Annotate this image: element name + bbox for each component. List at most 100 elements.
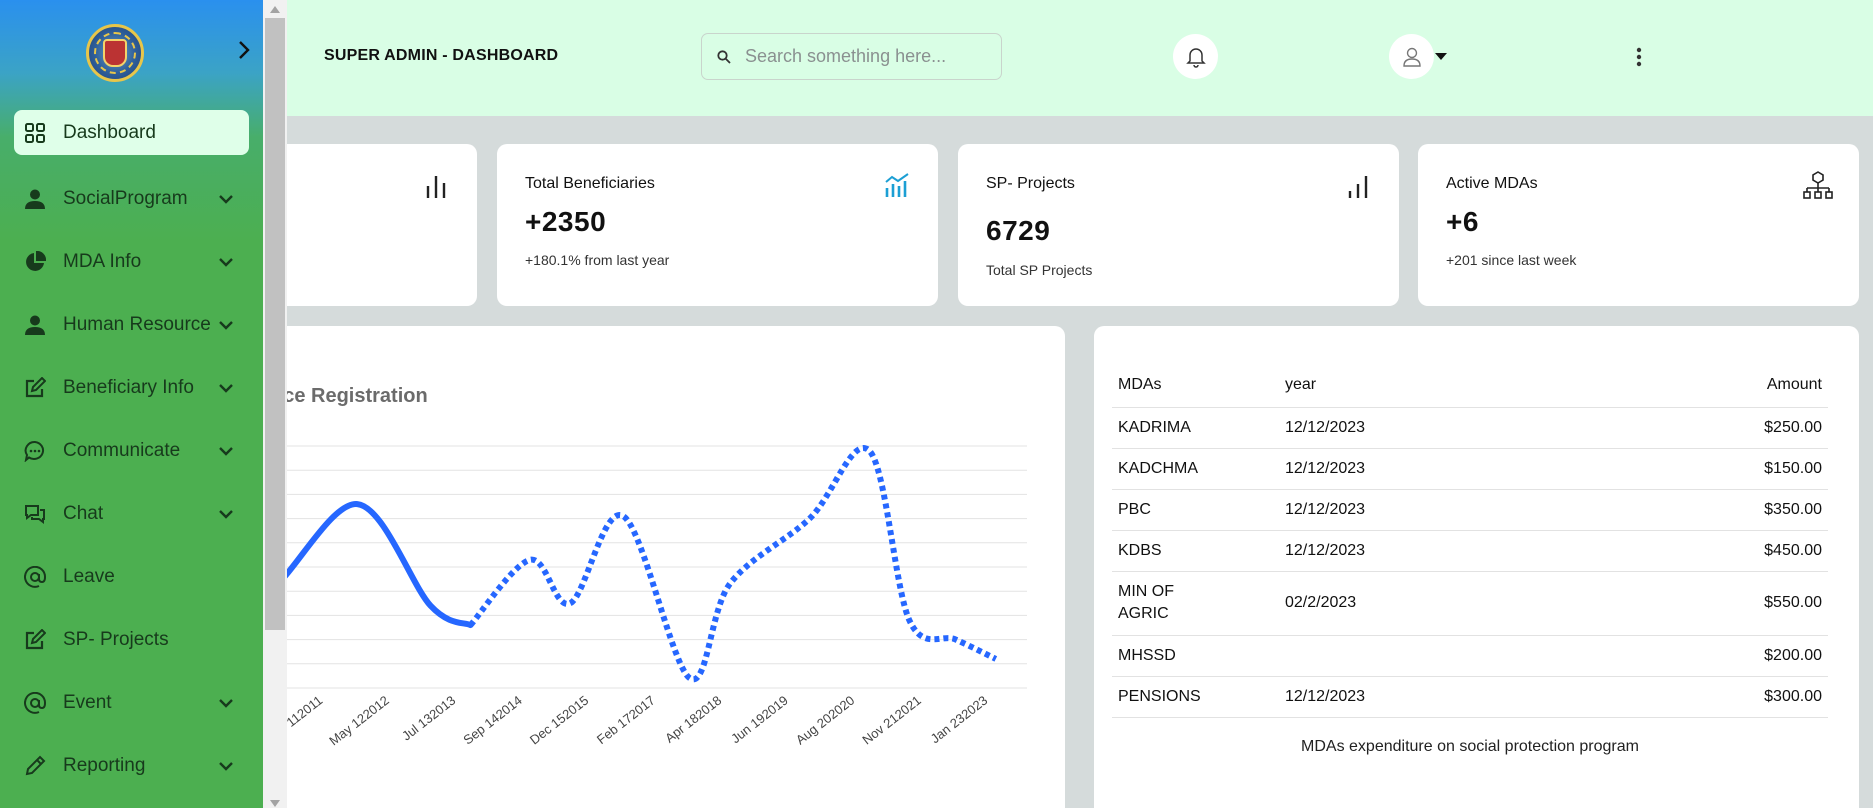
sidebar-item-label: Event (63, 691, 112, 713)
pencil-icon (24, 755, 46, 777)
table-row: KDBS 12/12/2023 $450.00 (1112, 530, 1828, 572)
bar-chart-icon (1348, 176, 1368, 198)
line-bar-chart-icon (885, 173, 909, 197)
stat-subtitle: +201 since last week (1446, 252, 1577, 268)
sidebar-item-label: Chat (63, 502, 104, 524)
cell-mda: KADRIMA (1112, 407, 1279, 449)
x-tick-label: Jul 132013 (399, 693, 458, 744)
column-header-amount: Amount (1579, 363, 1828, 408)
x-tick-label: Dec 152015 (527, 693, 591, 748)
sidebar-item-sp-projects[interactable]: SP- Projects (0, 608, 263, 671)
chevron-down-icon[interactable] (218, 194, 234, 204)
sidebar-item-human-resource[interactable]: Human Resource (0, 293, 263, 356)
sidebar-item-label: Communicate (63, 439, 181, 461)
scroll-down-arrow-icon[interactable] (270, 800, 280, 807)
x-tick-label: Feb 172017 (594, 693, 658, 748)
cell-amount: $300.00 (1579, 676, 1828, 718)
chevron-down-icon[interactable] (218, 446, 234, 456)
mda-expenditure-table: MDAs year Amount KADRIMA 12/12/2023 $250… (1112, 363, 1828, 718)
grid-icon (24, 122, 46, 144)
user-menu-button[interactable] (1389, 34, 1434, 79)
sidebar-item-label: Reporting (63, 754, 146, 776)
logo-ring (94, 32, 136, 74)
x-tick-label: Jun 192019 (728, 693, 791, 747)
column-header-year: year (1279, 363, 1579, 408)
sidebar-item-dashboard[interactable]: Dashboard (14, 110, 249, 155)
sidebar-item-mda-info[interactable]: MDA Info (0, 230, 263, 293)
user-icon (1402, 47, 1421, 67)
cell-mda-text: MIN OF AGRIC (1118, 583, 1174, 622)
notification-button[interactable] (1173, 34, 1218, 79)
cell-mda: PENSIONS (1112, 676, 1279, 718)
cell-amount: $150.00 (1579, 448, 1828, 490)
sidebar-item-reporting[interactable]: Reporting (0, 734, 263, 797)
cell-amount: $200.00 (1579, 635, 1828, 677)
chart-title: nce Registration (271, 385, 428, 407)
sidebar-item-event[interactable]: Event (0, 671, 263, 734)
sidebar-item-label: Beneficiary Info (63, 376, 194, 398)
sidebar-item-label: Dashboard (63, 121, 156, 143)
x-tick-label: Aug 202020 (793, 693, 857, 748)
series-line-projected (468, 445, 998, 683)
edit-icon (24, 628, 46, 651)
logo-shield (103, 39, 127, 67)
chevron-down-icon[interactable] (218, 383, 234, 393)
sidebar-item-label: MDA Info (63, 250, 142, 272)
table-row: KADCHMA 12/12/2023 $150.00 (1112, 448, 1828, 490)
chat-icon (24, 503, 46, 525)
kebab-icon[interactable] (1636, 47, 1642, 67)
caret-down-icon[interactable] (1435, 53, 1447, 60)
search-input[interactable] (745, 46, 985, 67)
cell-year: 12/12/2023 (1279, 448, 1579, 490)
table-row: PBC 12/12/2023 $350.00 (1112, 489, 1828, 531)
chevron-down-icon[interactable] (218, 698, 234, 708)
cell-year: 12/12/2023 (1279, 407, 1579, 449)
scroll-up-arrow-icon[interactable] (270, 6, 280, 13)
cell-amount: $350.00 (1579, 489, 1828, 531)
cell-mda: KADCHMA (1112, 448, 1279, 490)
sidebar-item-leave[interactable]: Leave (0, 545, 263, 608)
stat-value: 6729 (986, 215, 1051, 246)
stat-card-sp-projects: SP- Projects 6729 Total SP Projects (958, 144, 1399, 306)
scroll-thumb[interactable] (265, 18, 285, 630)
stat-value: +2350 (525, 206, 607, 237)
sidebar-item-beneficiary-info[interactable]: Beneficiary Info (0, 356, 263, 419)
person-icon (24, 314, 46, 336)
chevron-down-icon[interactable] (218, 257, 234, 267)
sidebar-item-label: Human Resource (63, 313, 211, 335)
search-box[interactable] (701, 33, 1002, 80)
table-header-row: MDAs year Amount (1112, 363, 1828, 408)
bell-icon (1185, 47, 1206, 68)
sidebar-item-socialprogram[interactable]: SocialProgram (0, 167, 263, 230)
cell-mda: MHSSD (1112, 635, 1279, 677)
stat-card-total-beneficiaries: Total Beneficiaries +2350 +180.1% from l… (497, 144, 938, 306)
table-row: MIN OF AGRIC 02/2/2023 $550.00 (1112, 571, 1828, 636)
search-icon (717, 49, 731, 64)
sidebar-item-chat[interactable]: Chat (0, 482, 263, 545)
cell-year (1279, 635, 1579, 677)
cell-mda: PBC (1112, 489, 1279, 531)
top-header: SUPER ADMIN - DASHBOARD (287, 0, 1873, 116)
chevron-down-icon[interactable] (218, 509, 234, 519)
sidebar: Dashboard SocialProgram MDA Info Human R… (0, 0, 263, 808)
state-logo[interactable] (86, 24, 144, 82)
stat-subtitle: +180.1% from last year (525, 252, 670, 268)
x-tick-label: Nov 212021 (859, 693, 923, 748)
pie-chart-icon (24, 250, 46, 273)
chevron-right-icon[interactable] (236, 40, 252, 60)
cell-year: 02/2/2023 (1279, 571, 1579, 636)
chevron-down-icon[interactable] (218, 320, 234, 330)
hierarchy-icon (1803, 171, 1833, 199)
sidebar-item-label: SocialProgram (63, 187, 188, 209)
sidebar-item-communicate[interactable]: Communicate (0, 419, 263, 482)
cell-amount: $450.00 (1579, 530, 1828, 572)
x-tick-label: Sep 142014 (460, 693, 524, 748)
sidebar-scrollbar[interactable] (263, 0, 287, 808)
x-tick-label: May 122012 (326, 693, 392, 749)
stat-title: Active MDAs (1446, 175, 1538, 192)
cell-mda: KDBS (1112, 530, 1279, 572)
stat-title: Total Beneficiaries (525, 175, 655, 192)
chevron-down-icon[interactable] (218, 761, 234, 771)
table-row: KADRIMA 12/12/2023 $250.00 (1112, 407, 1828, 449)
